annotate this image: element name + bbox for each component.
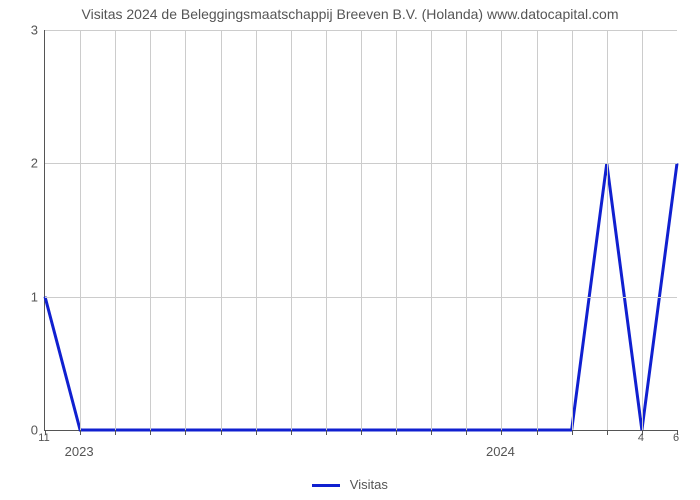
chart-title: Visitas 2024 de Beleggingsmaatschappij B…: [0, 6, 700, 22]
gridline-v: [221, 30, 222, 430]
x-tick-label-minor: 6: [673, 432, 679, 444]
x-tick-mark: [501, 430, 502, 435]
gridline-v: [256, 30, 257, 430]
gridline-v: [466, 30, 467, 430]
gridline-v: [361, 30, 362, 430]
x-tick-mark: [291, 430, 292, 435]
x-tick-mark: [466, 430, 467, 435]
x-tick-mark: [607, 430, 608, 435]
gridline-v: [326, 30, 327, 430]
y-tick-label: 3: [8, 23, 38, 38]
x-tick-mark: [256, 430, 257, 435]
legend: Visitas: [0, 477, 700, 492]
x-tick-mark: [326, 430, 327, 435]
gridline-v: [537, 30, 538, 430]
gridline-v: [396, 30, 397, 430]
x-tick-mark: [150, 430, 151, 435]
gridline-v: [80, 30, 81, 430]
y-tick-label: 0: [8, 423, 38, 438]
x-tick-label-minor: 4: [638, 432, 644, 444]
x-tick-mark: [115, 430, 116, 435]
legend-swatch: [312, 484, 340, 487]
x-tick-mark: [361, 430, 362, 435]
x-tick-mark: [396, 430, 397, 435]
x-tick-mark: [185, 430, 186, 435]
plot-area: [44, 30, 677, 431]
x-tick-mark: [572, 430, 573, 435]
x-tick-label-minor: 11: [38, 432, 49, 444]
visits-chart: Visitas 2024 de Beleggingsmaatschappij B…: [0, 0, 700, 500]
x-tick-label: 2023: [65, 444, 94, 459]
y-tick-label: 2: [8, 156, 38, 171]
gridline-v: [607, 30, 608, 430]
x-tick-mark: [80, 430, 81, 435]
x-tick-mark: [537, 430, 538, 435]
x-tick-label: 2024: [486, 444, 515, 459]
gridline-v: [572, 30, 573, 430]
legend-label: Visitas: [350, 477, 388, 492]
gridline-v: [431, 30, 432, 430]
gridline-v: [150, 30, 151, 430]
gridline-v: [185, 30, 186, 430]
gridline-v: [642, 30, 643, 430]
gridline-v: [501, 30, 502, 430]
gridline-v: [291, 30, 292, 430]
x-tick-mark: [431, 430, 432, 435]
gridline-v: [115, 30, 116, 430]
x-tick-mark: [221, 430, 222, 435]
y-tick-label: 1: [8, 289, 38, 304]
